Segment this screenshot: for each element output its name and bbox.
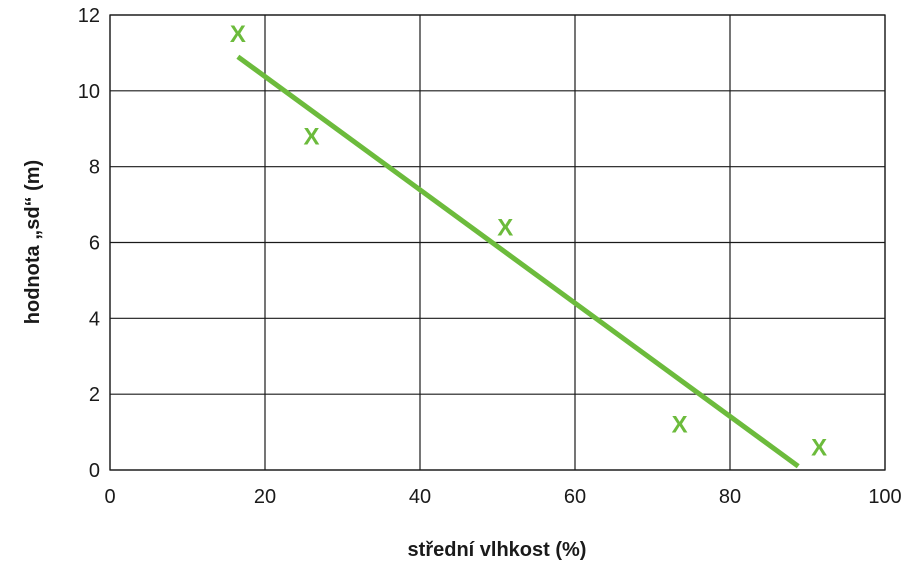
x-tick-label-1: 20 xyxy=(254,486,276,508)
y-axis-ticks: 0 2 4 6 8 10 12 xyxy=(78,5,100,482)
x-tick-label-4: 80 xyxy=(719,486,741,508)
y-axis-title: hodnota „sd“ (m) xyxy=(22,160,44,324)
y-tick-label-2: 4 xyxy=(89,308,100,330)
y-tick-label-4: 8 xyxy=(89,157,100,179)
data-point-2: X xyxy=(497,214,513,241)
data-point-4: X xyxy=(811,434,827,461)
y-tick-label-0: 0 xyxy=(89,460,100,482)
y-tick-label-5: 10 xyxy=(78,81,100,103)
y-tick-label-1: 2 xyxy=(89,384,100,406)
y-tick-label-3: 6 xyxy=(89,233,100,255)
x-tick-label-0: 0 xyxy=(104,486,115,508)
data-point-3: X xyxy=(672,412,688,439)
x-axis-ticks: 0 20 40 60 80 100 xyxy=(104,486,901,508)
x-tick-label-5: 100 xyxy=(868,486,901,508)
x-axis-title: střední vlhkost (%) xyxy=(408,539,587,561)
data-point-1: X xyxy=(303,123,319,150)
x-tick-label-3: 60 xyxy=(564,486,586,508)
data-point-0: X xyxy=(230,21,246,48)
y-tick-label-6: 12 xyxy=(78,5,100,27)
x-tick-label-2: 40 xyxy=(409,486,431,508)
